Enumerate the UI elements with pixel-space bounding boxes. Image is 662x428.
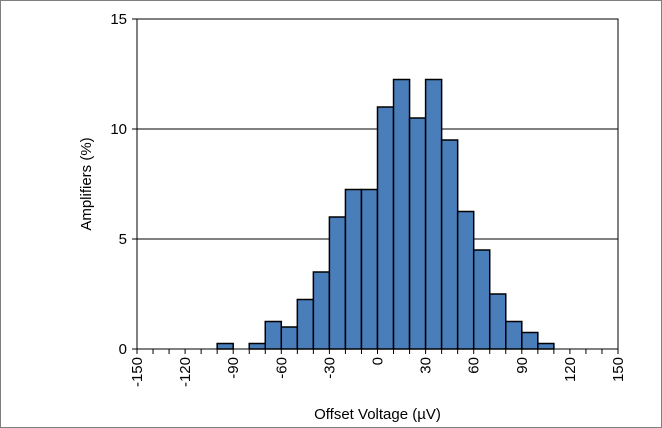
x-tick-label: -30 bbox=[321, 357, 338, 379]
x-tick-label: 90 bbox=[514, 357, 531, 374]
y-tick-label: 10 bbox=[110, 121, 127, 138]
y-tick-label: 0 bbox=[119, 341, 127, 358]
histogram-bar bbox=[488, 293, 507, 350]
x-tick-label: -90 bbox=[225, 357, 242, 379]
histogram-bar bbox=[344, 188, 363, 350]
histogram-bar bbox=[376, 106, 395, 350]
x-axis-ticks: -150 -120 -90 -60 -30 0 30 60 90 120 150 bbox=[129, 349, 627, 387]
x-tick-label: 30 bbox=[418, 357, 435, 374]
histogram-bar bbox=[424, 78, 443, 350]
x-tick-label: -60 bbox=[273, 357, 290, 379]
histogram-bar bbox=[408, 117, 427, 350]
x-tick-label: -120 bbox=[177, 357, 194, 387]
y-tick-label: 5 bbox=[119, 231, 127, 248]
histogram-bar bbox=[248, 342, 267, 350]
histogram-bar bbox=[328, 216, 347, 350]
histogram-bar bbox=[456, 210, 475, 350]
x-axis-title: Offset Voltage (µV) bbox=[314, 406, 441, 423]
histogram-bar bbox=[216, 342, 234, 350]
x-tick-label: 150 bbox=[610, 357, 627, 382]
histogram-bar bbox=[505, 320, 523, 350]
histogram-bar bbox=[264, 320, 283, 350]
x-tick-label: 120 bbox=[562, 357, 579, 382]
x-tick-label: 60 bbox=[466, 357, 483, 374]
histogram-bar bbox=[392, 78, 411, 350]
histogram-bar bbox=[521, 331, 539, 350]
histogram-bar bbox=[296, 298, 315, 350]
histogram-bar bbox=[472, 249, 491, 350]
histogram-bar bbox=[440, 139, 459, 350]
y-axis-title: Amplifiers (%) bbox=[78, 137, 95, 230]
histogram-bar bbox=[280, 326, 299, 350]
x-tick-label: 0 bbox=[370, 357, 387, 365]
y-axis-ticks: 0 5 10 15 bbox=[110, 11, 137, 358]
histogram-bar bbox=[360, 188, 379, 350]
x-tick-label: -150 bbox=[129, 357, 146, 387]
histogram-bar bbox=[537, 342, 555, 350]
bars bbox=[216, 78, 555, 350]
histogram-bar bbox=[312, 271, 331, 350]
y-tick-label: 15 bbox=[110, 11, 127, 28]
